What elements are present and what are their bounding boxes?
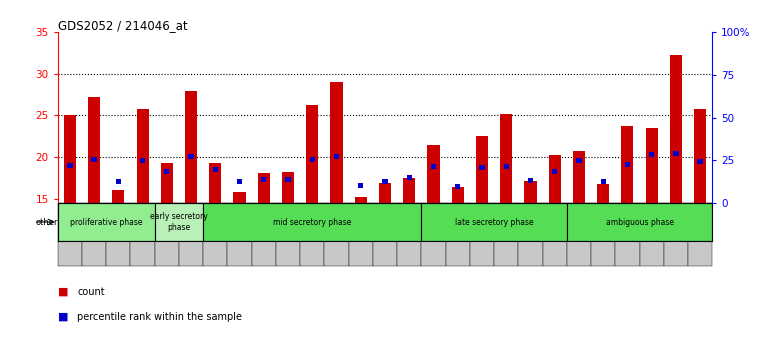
Bar	[615, 203, 640, 266]
Bar	[286, 177, 291, 182]
Bar	[573, 150, 585, 203]
Bar	[403, 178, 415, 203]
Bar	[527, 178, 533, 183]
Bar	[213, 167, 218, 172]
Text: other: other	[35, 217, 58, 227]
Bar	[640, 203, 664, 266]
Bar	[694, 109, 706, 203]
Bar	[552, 169, 557, 174]
Bar	[179, 203, 203, 266]
Text: ■: ■	[58, 312, 69, 322]
Text: ambiguous phase: ambiguous phase	[605, 217, 674, 227]
Bar	[324, 203, 349, 266]
Bar	[494, 203, 518, 266]
Text: count: count	[77, 287, 105, 297]
Bar	[136, 109, 149, 203]
Bar	[203, 203, 227, 266]
Bar	[500, 114, 512, 203]
Bar	[258, 173, 269, 203]
Bar	[112, 190, 125, 203]
Bar	[383, 179, 387, 184]
Bar	[397, 203, 421, 266]
Bar	[88, 97, 100, 203]
Bar	[601, 179, 606, 184]
Bar	[92, 157, 97, 162]
Bar	[130, 203, 155, 266]
Bar	[504, 164, 509, 169]
Bar	[476, 136, 488, 203]
Bar	[452, 187, 464, 203]
Bar	[209, 163, 222, 203]
Text: ■: ■	[58, 287, 69, 297]
Bar	[58, 203, 82, 266]
Bar	[407, 175, 412, 180]
Bar	[664, 203, 688, 266]
Bar	[310, 157, 315, 162]
Bar	[106, 203, 130, 266]
Bar	[446, 203, 470, 266]
Bar	[140, 158, 146, 163]
Bar	[591, 203, 615, 266]
Bar	[421, 203, 446, 266]
Bar	[261, 177, 266, 182]
Bar	[282, 172, 294, 203]
Bar	[597, 184, 609, 203]
Bar	[688, 203, 712, 266]
Text: GDS2052 / 214046_at: GDS2052 / 214046_at	[58, 19, 187, 32]
Bar	[548, 155, 561, 203]
Bar	[455, 184, 460, 189]
Bar	[82, 203, 106, 266]
Bar	[649, 152, 654, 157]
Bar	[116, 179, 121, 184]
Bar	[470, 203, 494, 266]
Bar	[431, 164, 436, 169]
Bar	[64, 115, 76, 203]
Bar	[543, 203, 567, 266]
Text: early secretory
phase: early secretory phase	[150, 212, 208, 232]
Text: late secretory phase: late secretory phase	[455, 217, 534, 227]
Bar	[276, 203, 300, 266]
Bar	[227, 203, 252, 266]
Bar	[58, 203, 155, 241]
Bar	[155, 203, 179, 266]
Bar	[67, 163, 72, 168]
Bar	[233, 193, 246, 203]
Bar	[203, 203, 421, 241]
Bar	[334, 154, 340, 159]
Bar	[164, 169, 169, 174]
Bar	[373, 203, 397, 266]
Bar	[524, 181, 537, 203]
Text: percentile rank within the sample: percentile rank within the sample	[77, 312, 242, 322]
Bar	[624, 162, 630, 167]
Bar	[421, 203, 567, 241]
Bar	[567, 203, 591, 266]
Bar	[621, 126, 634, 203]
Bar	[252, 203, 276, 266]
Bar	[185, 91, 197, 203]
Bar	[330, 82, 343, 203]
Bar	[576, 158, 581, 163]
Bar	[358, 183, 363, 188]
Bar	[673, 150, 678, 156]
Bar	[161, 163, 173, 203]
Bar	[698, 159, 703, 164]
Bar	[645, 128, 658, 203]
Bar	[567, 203, 712, 241]
Text: proliferative phase: proliferative phase	[70, 217, 142, 227]
Bar	[155, 203, 203, 241]
Bar	[379, 183, 391, 203]
Text: mid secretory phase: mid secretory phase	[273, 217, 351, 227]
Bar	[189, 154, 194, 159]
Bar	[349, 203, 373, 266]
Bar	[670, 55, 682, 203]
Bar	[237, 179, 243, 184]
Bar	[427, 145, 440, 203]
Bar	[300, 203, 324, 266]
Bar	[306, 105, 318, 203]
Bar	[355, 196, 367, 203]
Bar	[479, 165, 484, 170]
Bar	[518, 203, 543, 266]
